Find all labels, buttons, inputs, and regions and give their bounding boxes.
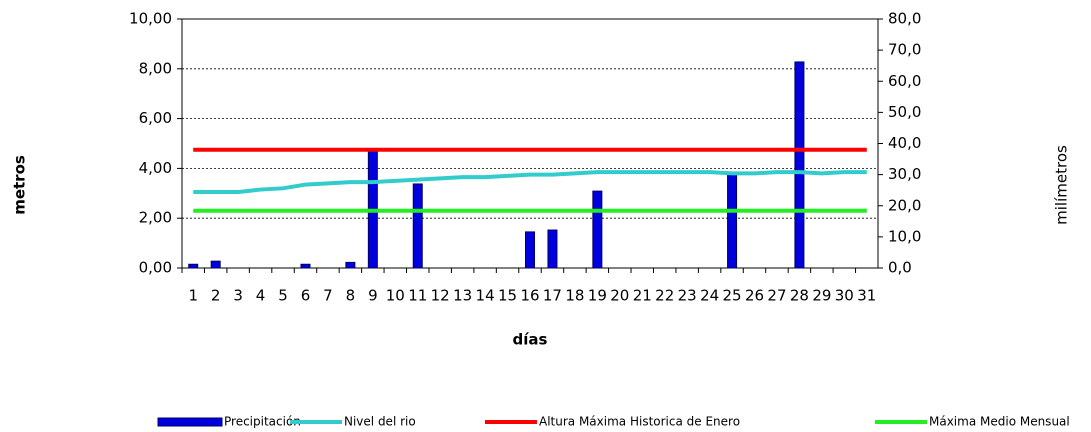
- x-tick-label: 5: [278, 287, 288, 305]
- x-tick-label: 25: [723, 287, 742, 305]
- x-tick-label: 29: [812, 287, 831, 305]
- bar: [345, 261, 356, 269]
- x-tick-label: 21: [633, 287, 652, 305]
- y2-tick-label: 10,0: [888, 227, 921, 245]
- x-tick-label: 4: [256, 287, 266, 305]
- x-tick-label: 7: [323, 287, 333, 305]
- x-tick-label: 11: [408, 287, 427, 305]
- y-tick-label: 4,00: [139, 159, 172, 177]
- y-axis-label: metros: [11, 155, 29, 215]
- bar: [727, 173, 738, 269]
- x-tick-label: 31: [857, 287, 876, 305]
- legend-swatch: [157, 417, 223, 427]
- bar: [592, 190, 603, 269]
- y2-axis-label: milímetros: [1053, 145, 1071, 225]
- legend-label: Nivel del rio: [344, 415, 416, 429]
- bar: [188, 263, 199, 269]
- y2-tick-label: 60,0: [888, 72, 921, 90]
- legend-label: Altura Máxima Historica de Enero: [539, 415, 740, 429]
- y2-tick-label: 80,0: [888, 10, 921, 28]
- x-axis-label: días: [513, 331, 548, 349]
- y-tick-label: 8,00: [139, 59, 172, 77]
- bar: [210, 260, 221, 269]
- legend-label: Precipitación: [224, 415, 301, 429]
- bar: [794, 61, 805, 269]
- x-tick-label: 24: [700, 287, 719, 305]
- x-tick-label: 1: [188, 287, 198, 305]
- x-tick-label: 14: [476, 287, 495, 305]
- y-tick-label: 10,00: [129, 10, 172, 28]
- bar: [547, 229, 558, 269]
- x-tick-label: 22: [655, 287, 674, 305]
- y-tick-label: 6,00: [139, 109, 172, 127]
- y2-tick-label: 0,0: [888, 259, 912, 277]
- y-tick-label: 2,00: [139, 209, 172, 227]
- x-tick-label: 10: [386, 287, 405, 305]
- y2-tick-label: 40,0: [888, 134, 921, 152]
- y2-tick-label: 30,0: [888, 165, 921, 183]
- x-tick-label: 19: [588, 287, 607, 305]
- x-tick-label: 26: [745, 287, 764, 305]
- x-tick-label: 30: [835, 287, 854, 305]
- bar: [412, 183, 423, 269]
- legend-label: Máxima Medio Mensual: [929, 415, 1070, 429]
- x-tick-label: 9: [368, 287, 378, 305]
- x-tick-label: 15: [498, 287, 517, 305]
- x-tick-label: 8: [346, 287, 356, 305]
- x-tick-label: 2: [211, 287, 221, 305]
- y2-tick-label: 20,0: [888, 196, 921, 214]
- x-tick-label: 23: [678, 287, 697, 305]
- y2-tick-label: 50,0: [888, 103, 921, 121]
- x-tick-label: 3: [233, 287, 243, 305]
- bar: [525, 231, 535, 269]
- bar: [300, 263, 311, 269]
- x-tick-label: 13: [453, 287, 472, 305]
- x-tick-label: 16: [520, 287, 539, 305]
- x-tick-label: 18: [565, 287, 584, 305]
- x-tick-label: 6: [301, 287, 311, 305]
- y-tick-label: 0,00: [139, 259, 172, 277]
- y2-tick-label: 70,0: [888, 41, 921, 59]
- x-tick-label: 20: [610, 287, 629, 305]
- x-tick-label: 28: [790, 287, 809, 305]
- line: [193, 170, 867, 195]
- x-tick-label: 12: [431, 287, 450, 305]
- x-tick-label: 17: [543, 287, 562, 305]
- x-tick-label: 27: [767, 287, 786, 305]
